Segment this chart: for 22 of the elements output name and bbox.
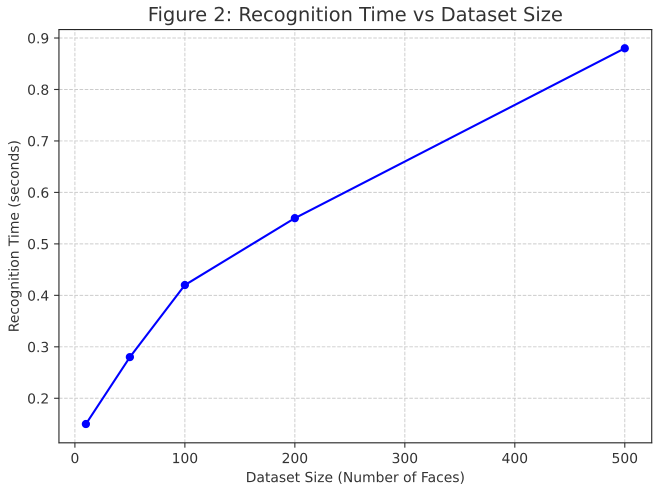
- x-axis-title: Dataset Size (Number of Faces): [247, 472, 464, 484]
- y-tick-label: 0.7: [28, 136, 48, 146]
- point: [126, 352, 134, 362]
- chart-title: Figure 2: Recognition Time vs Dataset Size: [150, 6, 562, 26]
- y-tick-label: 0.2: [28, 393, 48, 404]
- y-tick-label: 0.4: [28, 290, 48, 301]
- point: [620, 44, 629, 52]
- y-tick-label: 0.3: [28, 342, 48, 352]
- x-tick-label: 400: [502, 452, 528, 464]
- point: [290, 214, 300, 222]
- x-tick-label: 300: [392, 452, 418, 464]
- point: [180, 280, 190, 290]
- x-tick-label: 0: [71, 452, 78, 464]
- y-tick-label: 0.5: [28, 238, 48, 250]
- y-tick-label: 0.6: [28, 187, 48, 198]
- point: [82, 420, 90, 428]
- x-tick-label: 200: [282, 452, 308, 464]
- x-tick-label: 500: [612, 452, 638, 464]
- x-tick-label: 100: [173, 452, 198, 464]
- y-axis-title: Recognition Time (seconds): [8, 141, 22, 331]
- y-tick-label: 0.8: [28, 84, 48, 95]
- y-tick-label: 0.9: [28, 32, 48, 44]
